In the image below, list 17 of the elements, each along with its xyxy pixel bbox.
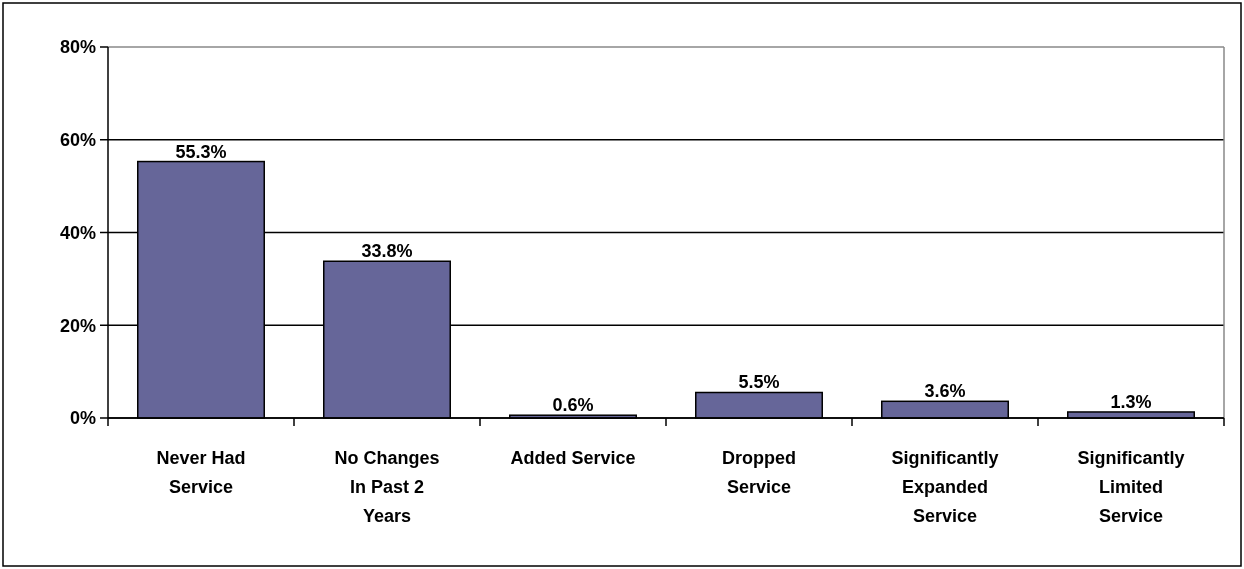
x-tick-label: Significantly Expanded Service xyxy=(891,448,999,526)
data-label: 0.6% xyxy=(552,395,594,416)
x-tick-label: Never Had Service xyxy=(156,448,246,497)
data-label: 1.3% xyxy=(1110,391,1152,412)
y-tick-label: 0% xyxy=(69,408,96,429)
data-label: 33.8% xyxy=(361,241,413,262)
y-tick-label: 20% xyxy=(59,315,96,336)
y-tick-label: 80% xyxy=(59,37,96,58)
x-tick-label: Added Service xyxy=(510,448,636,468)
y-tick-label: 60% xyxy=(59,130,96,151)
x-tick-label: Dropped Service xyxy=(722,448,796,497)
y-tick-label: 40% xyxy=(59,222,96,243)
x-tick-label: No Changes In Past 2 Years xyxy=(334,448,440,526)
data-label: 5.5% xyxy=(738,372,780,393)
data-label: 3.6% xyxy=(924,381,966,402)
x-tick-label: Significantly Limited Service xyxy=(1077,448,1185,526)
data-label: 55.3% xyxy=(175,141,227,162)
